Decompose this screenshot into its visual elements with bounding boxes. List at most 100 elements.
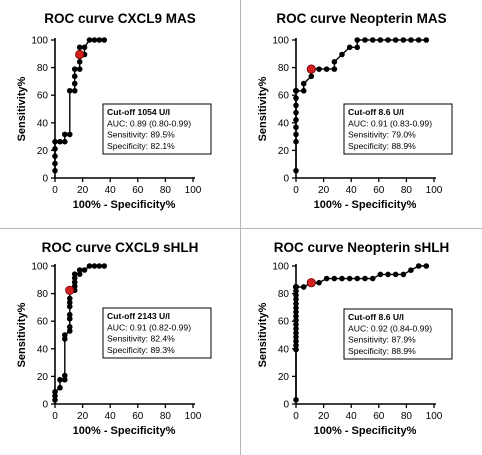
roc-point xyxy=(293,305,299,311)
x-tick-label: 100 xyxy=(185,185,202,196)
roc-point xyxy=(71,279,78,286)
auc-text: AUC: 0.89 (0.80-0.99) xyxy=(107,118,191,128)
roc-point xyxy=(346,44,353,51)
roc-point xyxy=(293,321,299,328)
roc-point xyxy=(415,263,422,269)
roc-point xyxy=(354,275,361,282)
roc-point xyxy=(293,288,299,294)
y-tick-label: 20 xyxy=(278,146,290,157)
y-tick-label: 100 xyxy=(272,262,289,273)
x-tick-label: 100 xyxy=(185,411,202,422)
x-axis-label: 100% - Specificity% xyxy=(314,199,417,211)
roc-point xyxy=(293,87,299,94)
y-tick-label: 80 xyxy=(37,63,49,74)
roc-point xyxy=(66,87,73,94)
cutoff-head-text: Cut-off 8.6 U/l xyxy=(348,107,404,117)
roc-point xyxy=(339,51,345,58)
roc-point xyxy=(385,37,391,43)
specificity-text: Specificity: 88.9% xyxy=(348,141,416,151)
roc-point xyxy=(377,271,384,278)
sensitivity-text: Sensitivity: 87.9% xyxy=(348,335,416,345)
cutoff-marker xyxy=(75,49,85,60)
cutoff-marker xyxy=(306,64,316,74)
roc-point xyxy=(346,275,353,282)
y-axis-label: Sensitivity% xyxy=(16,76,28,141)
roc-point xyxy=(66,324,73,330)
roc-point xyxy=(293,317,299,324)
roc-point xyxy=(66,131,73,138)
roc-point xyxy=(76,271,83,277)
x-tick-label: 0 xyxy=(293,411,299,422)
cutoff-head-text: Cut-off 2143 U/l xyxy=(107,311,170,321)
roc-point xyxy=(415,37,422,43)
roc-point xyxy=(71,275,78,281)
roc-point xyxy=(293,167,299,174)
sensitivity-text: Sensitivity: 79.0% xyxy=(348,130,416,140)
y-tick-label: 0 xyxy=(283,174,289,185)
roc-point xyxy=(331,275,338,282)
x-tick-label: 60 xyxy=(132,185,144,196)
chart-title: ROC curve CXCL9 sHLH xyxy=(42,240,199,255)
x-tick-label: 20 xyxy=(77,411,89,422)
roc-point xyxy=(293,338,299,345)
roc-point xyxy=(57,138,63,145)
y-tick-label: 100 xyxy=(31,262,48,273)
x-tick-label: 100 xyxy=(426,411,443,422)
y-tick-label: 60 xyxy=(278,91,290,102)
auc-text: AUC: 0.91 (0.83-0.99) xyxy=(348,118,432,128)
roc-point xyxy=(293,397,299,403)
cutoff-marker xyxy=(306,278,316,288)
roc-panel-cxcl9-mas: ROC curve CXCL9 MAS 0 20 40 60 80 100 0 20 40 60 80… xyxy=(16,11,212,211)
roc-point xyxy=(76,44,83,51)
roc-point xyxy=(293,138,299,145)
roc-point xyxy=(392,271,399,278)
x-tick-label: 0 xyxy=(293,185,299,196)
roc-point xyxy=(293,325,299,332)
x-tick-label: 20 xyxy=(77,185,89,196)
y-tick-label: 80 xyxy=(37,289,49,300)
roc-point xyxy=(293,313,299,320)
roc-point xyxy=(369,275,376,282)
x-tick-label: 20 xyxy=(318,185,330,196)
roc-point xyxy=(96,263,103,269)
y-tick-label: 40 xyxy=(278,118,290,129)
roc-point xyxy=(76,66,83,72)
roc-point xyxy=(66,303,73,310)
roc-point xyxy=(61,336,68,342)
roc-point xyxy=(354,44,361,51)
y-tick-label: 40 xyxy=(37,118,49,129)
roc-point xyxy=(323,66,330,72)
roc-point xyxy=(66,299,73,306)
roc-point xyxy=(96,37,103,43)
roc-point xyxy=(331,59,338,65)
specificity-text: Specificity: 82.1% xyxy=(107,141,175,151)
y-tick-label: 0 xyxy=(42,400,48,411)
roc-point xyxy=(316,66,322,72)
y-tick-label: 100 xyxy=(272,36,289,47)
x-tick-label: 60 xyxy=(373,411,385,422)
x-tick-label: 40 xyxy=(346,185,358,196)
roc-point xyxy=(61,131,68,138)
cutoff-box xyxy=(102,307,212,359)
y-tick-label: 60 xyxy=(278,317,290,328)
roc-point xyxy=(385,271,391,278)
roc-point xyxy=(293,131,299,138)
roc-point xyxy=(377,37,384,43)
roc-point xyxy=(293,346,299,353)
y-tick-label: 100 xyxy=(31,36,48,47)
y-axis-label: Sensitivity% xyxy=(257,302,269,367)
roc-point xyxy=(293,292,299,299)
cutoff-marker xyxy=(65,285,75,295)
roc-point xyxy=(76,267,83,273)
auc-text: AUC: 0.92 (0.84-0.99) xyxy=(348,323,432,333)
roc-point xyxy=(323,275,330,282)
auc-text: AUC: 0.91 (0.82-0.99) xyxy=(107,322,191,332)
roc-point xyxy=(293,117,299,123)
cutoff-head-text: Cut-off 8.6 U/l xyxy=(348,312,404,322)
cutoff-box xyxy=(343,308,453,360)
y-tick-label: 80 xyxy=(278,289,290,300)
roc-point xyxy=(86,37,93,43)
roc-point xyxy=(52,397,58,403)
roc-point xyxy=(71,80,78,87)
